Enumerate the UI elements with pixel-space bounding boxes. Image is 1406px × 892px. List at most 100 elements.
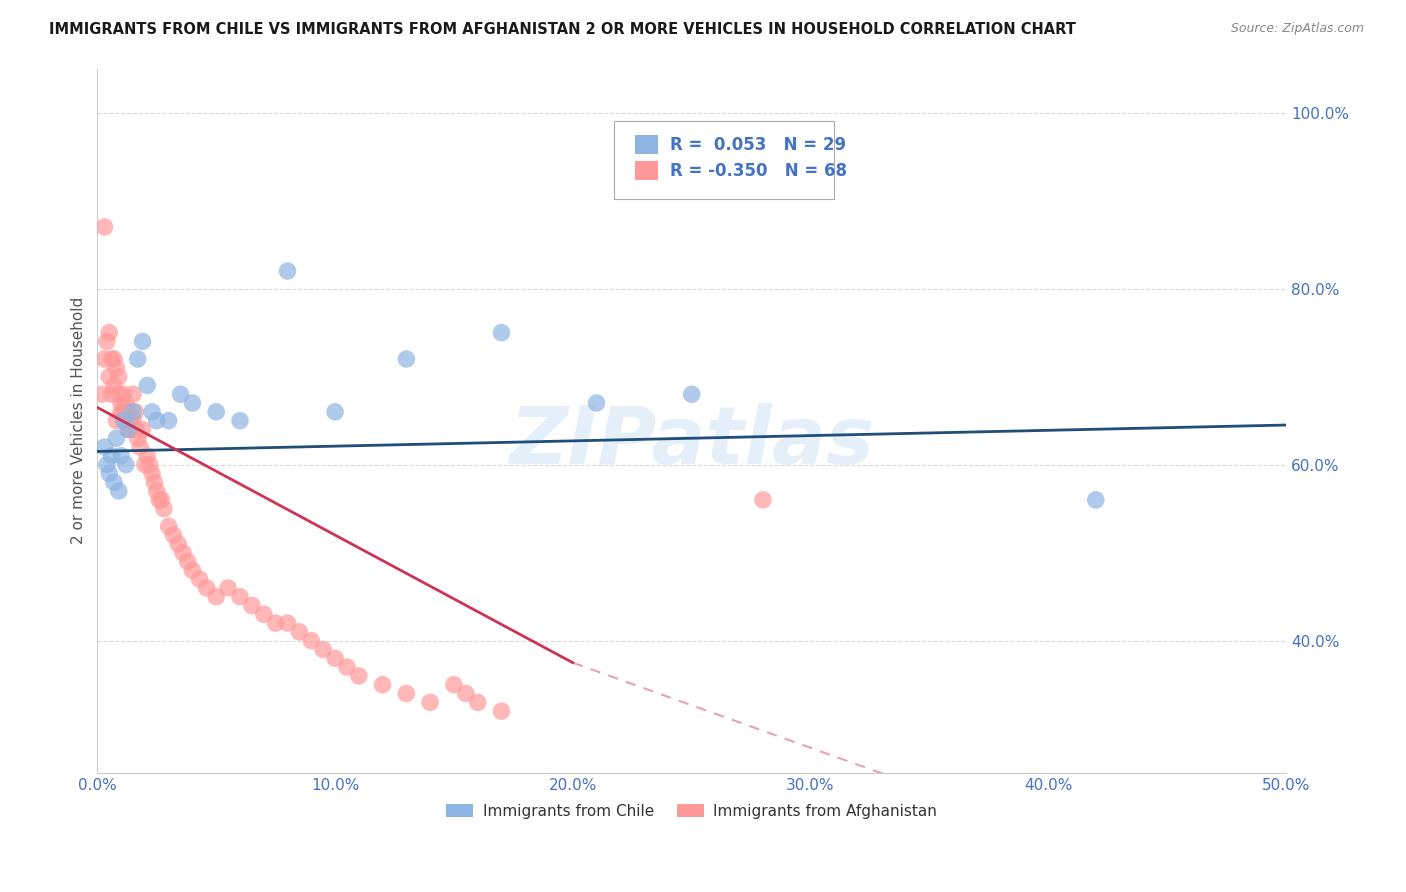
Point <box>93 440 115 454</box>
Point <box>127 431 149 445</box>
Point <box>176 554 198 568</box>
Point <box>117 405 139 419</box>
Point <box>181 396 204 410</box>
Point <box>112 387 135 401</box>
Point <box>115 414 138 428</box>
Point <box>107 369 129 384</box>
Point <box>103 351 125 366</box>
Point <box>100 351 122 366</box>
Point <box>129 440 152 454</box>
Point <box>288 624 311 639</box>
Point <box>395 351 418 366</box>
Point <box>157 414 180 428</box>
FancyBboxPatch shape <box>634 135 658 154</box>
Point <box>146 414 169 428</box>
Point <box>93 219 115 234</box>
Point <box>454 686 477 700</box>
Point <box>131 422 153 436</box>
Point <box>115 458 138 472</box>
Point <box>110 396 132 410</box>
Point <box>98 326 121 340</box>
Point <box>491 704 513 718</box>
Point <box>585 396 607 410</box>
Point <box>169 387 191 401</box>
FancyBboxPatch shape <box>614 121 834 199</box>
Point <box>105 414 128 428</box>
Point <box>277 616 299 631</box>
Point <box>124 405 146 419</box>
Point <box>752 492 775 507</box>
Point <box>105 360 128 375</box>
Point <box>229 414 252 428</box>
Point <box>98 369 121 384</box>
FancyBboxPatch shape <box>634 161 658 180</box>
Point <box>167 537 190 551</box>
Text: ZIPatlas: ZIPatlas <box>509 403 875 481</box>
Legend: Immigrants from Chile, Immigrants from Afghanistan: Immigrants from Chile, Immigrants from A… <box>440 797 943 825</box>
Point <box>96 334 118 349</box>
Point <box>195 581 218 595</box>
Point <box>143 475 166 490</box>
Text: R =  0.053   N = 29: R = 0.053 N = 29 <box>671 136 846 153</box>
Point <box>205 590 228 604</box>
Point <box>131 334 153 349</box>
Point <box>146 484 169 499</box>
Point <box>124 422 146 436</box>
Point <box>107 484 129 499</box>
Point <box>264 616 287 631</box>
Point <box>120 414 142 428</box>
Point <box>229 590 252 604</box>
Point <box>181 563 204 577</box>
Point <box>371 678 394 692</box>
Point <box>277 264 299 278</box>
Point <box>134 458 156 472</box>
Point <box>98 467 121 481</box>
Point <box>112 414 135 428</box>
Point <box>110 405 132 419</box>
Point <box>205 405 228 419</box>
Point <box>172 546 194 560</box>
Point <box>1084 492 1107 507</box>
Point <box>136 378 159 392</box>
Point <box>136 449 159 463</box>
Text: IMMIGRANTS FROM CHILE VS IMMIGRANTS FROM AFGHANISTAN 2 OR MORE VEHICLES IN HOUSE: IMMIGRANTS FROM CHILE VS IMMIGRANTS FROM… <box>49 22 1076 37</box>
Point <box>347 669 370 683</box>
Point <box>336 660 359 674</box>
Point <box>148 492 170 507</box>
Point <box>299 633 322 648</box>
Point <box>681 387 703 401</box>
Point <box>141 405 163 419</box>
Point <box>103 378 125 392</box>
Point <box>323 651 346 665</box>
Point <box>253 607 276 622</box>
Text: R = -0.350   N = 68: R = -0.350 N = 68 <box>671 161 848 179</box>
Point <box>188 572 211 586</box>
Y-axis label: 2 or more Vehicles in Household: 2 or more Vehicles in Household <box>72 297 86 544</box>
Point <box>395 686 418 700</box>
Point <box>100 387 122 401</box>
Point <box>122 387 145 401</box>
Point <box>141 467 163 481</box>
Point <box>100 449 122 463</box>
Point <box>138 458 160 472</box>
Point <box>153 501 176 516</box>
Point <box>93 351 115 366</box>
Point <box>105 431 128 445</box>
Point <box>110 449 132 463</box>
Point <box>312 642 335 657</box>
Point <box>122 414 145 428</box>
Point <box>122 405 145 419</box>
Point <box>323 405 346 419</box>
Point <box>157 519 180 533</box>
Point <box>115 396 138 410</box>
Point <box>419 695 441 709</box>
Point <box>127 351 149 366</box>
Point <box>150 492 173 507</box>
Point <box>91 387 114 401</box>
Point <box>107 387 129 401</box>
Point <box>103 475 125 490</box>
Point <box>240 599 263 613</box>
Point <box>117 422 139 436</box>
Point <box>467 695 489 709</box>
Point <box>162 528 184 542</box>
